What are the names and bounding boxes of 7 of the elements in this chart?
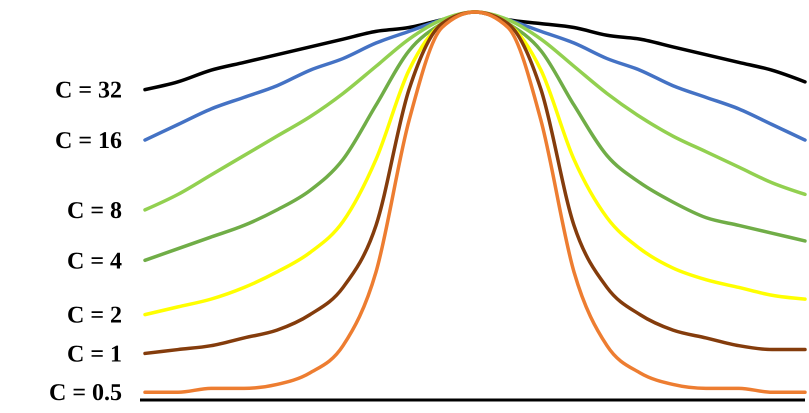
series-label: C = 16 xyxy=(54,128,122,154)
series-label: C = 0.5 xyxy=(48,380,122,406)
series-label: C = 32 xyxy=(54,78,122,104)
series-label: C = 4 xyxy=(66,248,122,274)
series-label: C = 2 xyxy=(66,302,122,329)
series-label: C = 8 xyxy=(66,198,122,224)
series-label: C = 1 xyxy=(66,341,122,368)
